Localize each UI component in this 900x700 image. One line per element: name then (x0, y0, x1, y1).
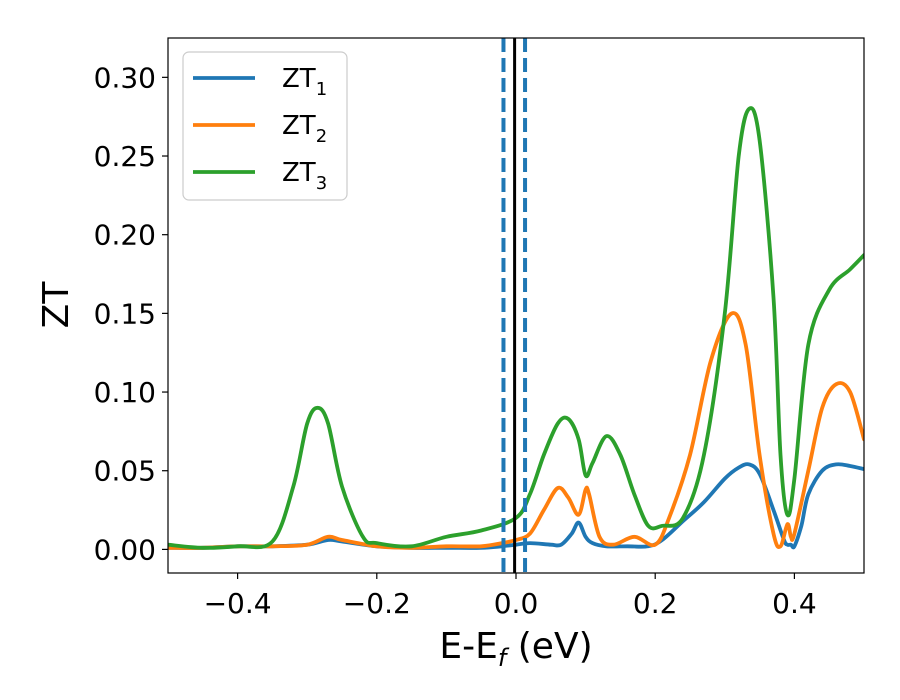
legend-label-zt3: ZT3 (282, 158, 327, 194)
y-tick-label: 0.30 (94, 61, 156, 94)
x-tick-label: 0.2 (633, 587, 678, 620)
plot-frame (167, 37, 865, 574)
y-tick-label: 0.10 (94, 376, 156, 409)
y-tick-label: 0.25 (94, 140, 156, 173)
series-line-zt2 (168, 311, 864, 550)
legend-label-zt1: ZT1 (282, 64, 327, 100)
y-axis-ticks: 0.00 0.05 0.10 0.15 0.20 0.25 0.30 (94, 61, 168, 566)
x-tick-label: 0.4 (772, 587, 817, 620)
legend-box (182, 51, 348, 201)
y-axis-title: ZT (36, 281, 77, 329)
y-tick-label: 0.20 (94, 219, 156, 252)
x-axis-title-main: E-E (439, 626, 497, 667)
x-axis-title-unit: (eV) (506, 626, 592, 667)
y-tick-label: 0.15 (94, 297, 156, 330)
x-tick-label: 0.0 (494, 587, 539, 620)
x-tick-label: −0.4 (204, 587, 272, 620)
y-tick-label: 0.00 (94, 533, 156, 566)
legend: ZT1 ZT2 ZT3 (182, 51, 348, 201)
x-tick-label: −0.2 (343, 587, 411, 620)
x-axis-ticks: −0.4 −0.2 0.0 0.2 0.4 (204, 573, 817, 620)
series-line-zt3 (168, 106, 864, 550)
series-lines (168, 106, 864, 550)
x-axis-title: E-Ef (eV) (439, 626, 592, 672)
y-tick-label: 0.05 (94, 455, 156, 488)
reference-lines (501, 38, 528, 573)
legend-label-zt2: ZT2 (282, 111, 327, 147)
